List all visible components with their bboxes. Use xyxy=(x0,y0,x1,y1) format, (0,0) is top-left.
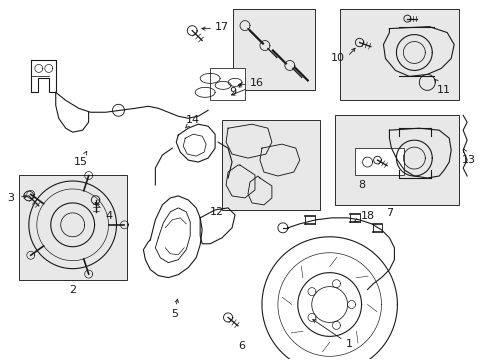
Text: 14: 14 xyxy=(185,115,200,128)
Bar xyxy=(222,120,319,210)
Text: 5: 5 xyxy=(170,299,178,319)
Text: 18: 18 xyxy=(354,211,374,222)
Text: 9: 9 xyxy=(228,87,236,97)
Bar xyxy=(210,68,244,100)
Text: 13: 13 xyxy=(461,149,475,165)
Text: 17: 17 xyxy=(215,22,229,32)
Bar xyxy=(233,9,314,90)
Text: 3: 3 xyxy=(7,193,14,203)
Text: 4: 4 xyxy=(95,203,112,221)
Text: 1: 1 xyxy=(312,320,352,349)
Text: 10: 10 xyxy=(330,54,344,63)
Bar xyxy=(19,175,127,280)
Bar xyxy=(354,148,404,175)
Bar xyxy=(339,9,458,100)
Text: 15: 15 xyxy=(74,151,87,167)
Text: 8: 8 xyxy=(357,180,365,190)
Text: 6: 6 xyxy=(238,341,245,351)
Text: 7: 7 xyxy=(385,208,392,218)
Bar xyxy=(334,115,458,205)
Text: 16: 16 xyxy=(249,78,264,88)
Text: 12: 12 xyxy=(209,207,224,217)
Text: 11: 11 xyxy=(434,79,450,95)
Text: 2: 2 xyxy=(69,285,76,294)
